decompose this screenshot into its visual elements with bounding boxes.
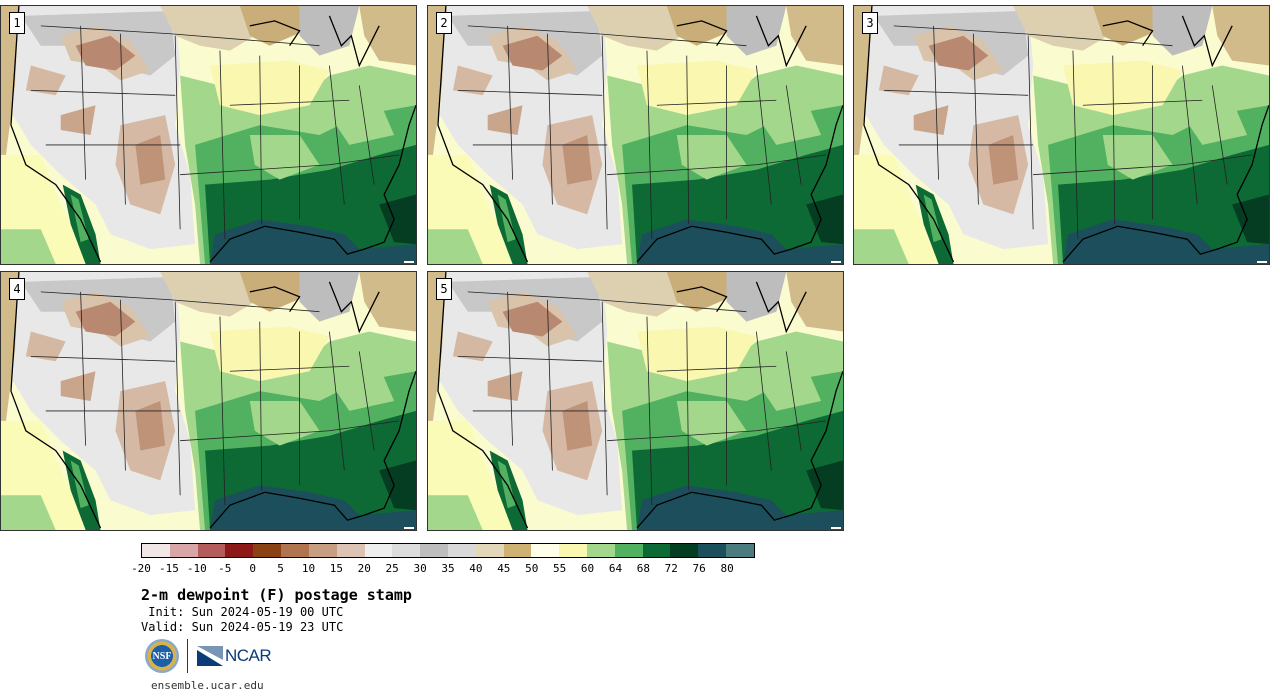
colorbar-tick-label: 30 [413,562,427,575]
colorbar-tick-label: 76 [692,562,706,575]
colorbar-segment [392,544,421,557]
colorbar-tick-label: 72 [664,562,678,575]
colorbar-segment [531,544,560,557]
colorbar-tick-label: 0 [249,562,256,575]
chart-title: 2-m dewpoint (F) postage stamp [141,586,412,604]
dewpoint-map [1,272,416,530]
colorbar-segment [475,544,504,557]
member-label: 1 [9,12,25,34]
dewpoint-map [854,6,1269,264]
colorbar-tick-label: -10 [186,562,207,575]
colorbar-segment [447,544,476,557]
colorbar-tick-label: 40 [469,562,483,575]
dewpoint-map [428,6,843,264]
init-time: Init: Sun 2024-05-19 00 UTC [141,605,344,619]
colorbar-segment [587,544,615,557]
colorbar-tick-label: 45 [497,562,511,575]
colorbar-segment [253,544,282,557]
colorbar-tick-label: 15 [329,562,343,575]
member-label: 2 [436,12,452,34]
colorbar-segment [503,544,532,557]
nsf-logo: NSF [145,639,179,673]
colorbar-segment [726,544,754,557]
corner-mark [831,527,841,529]
colorbar-tick-label: 10 [301,562,316,575]
colorbar-tick-label: 5 [277,562,284,575]
colorbar-tick-label: -15 [158,562,179,575]
ncar-mountain-icon [197,646,223,666]
map-panel-2: 2 [427,5,844,265]
colorbar-segment [142,544,170,557]
colorbar-tick-label: 64 [608,562,623,575]
colorbar-tick-labels: -20 -15 -10 -5 0 5 10 15 20 25 30 35 40 45 50 55 60 64 68 7… [131,562,755,576]
corner-mark [404,527,414,529]
colorbar-segment [420,544,448,557]
member-label: 5 [436,278,452,300]
map-panel-4: 4 [0,271,417,531]
valid-time: Valid: Sun 2024-05-19 23 UTC [141,620,344,634]
colorbar [141,543,755,558]
map-panel-5: 5 [427,271,844,531]
colorbar-segment [197,544,226,557]
colorbar-segment [281,544,309,557]
nsf-logo-text: NSF [152,650,172,662]
colorbar-tick-label: 80 [720,562,734,575]
colorbar-tick-label: 68 [636,562,650,575]
website-link[interactable]: ensemble.ucar.edu [151,679,264,692]
logos: NSF NCAR [145,638,272,674]
colorbar-tick-label: 55 [553,562,567,575]
ncar-logo: NCAR [197,646,272,666]
colorbar-segment [642,544,671,557]
ncar-logo-text: NCAR [225,646,272,665]
colorbar-tick-label: 25 [385,562,399,575]
logo-divider [187,639,188,673]
colorbar-tick-label: -5 [218,562,232,575]
dewpoint-map [428,272,843,530]
corner-mark [831,261,841,263]
colorbar-tick-label: 60 [580,562,595,575]
dewpoint-map [1,6,416,264]
colorbar-segment [169,544,198,557]
member-label: 4 [9,278,25,300]
colorbar-segment [225,544,254,557]
colorbar-segment [559,544,587,557]
colorbar-tick-label: 20 [357,562,371,575]
member-label: 3 [862,12,878,34]
colorbar-segment [364,544,393,557]
map-panel-1: 1 [0,5,417,265]
colorbar-segment [698,544,727,557]
colorbar-tick-label: -20 [131,562,151,575]
corner-mark [1257,261,1267,263]
map-panel-3: 3 [853,5,1270,265]
colorbar-segment [614,544,643,557]
colorbar-segment [308,544,337,557]
colorbar-tick-label: 50 [525,562,539,575]
colorbar-tick-label: 35 [441,562,455,575]
corner-mark [404,261,414,263]
colorbar-segment [336,544,365,557]
colorbar-segment [670,544,699,557]
